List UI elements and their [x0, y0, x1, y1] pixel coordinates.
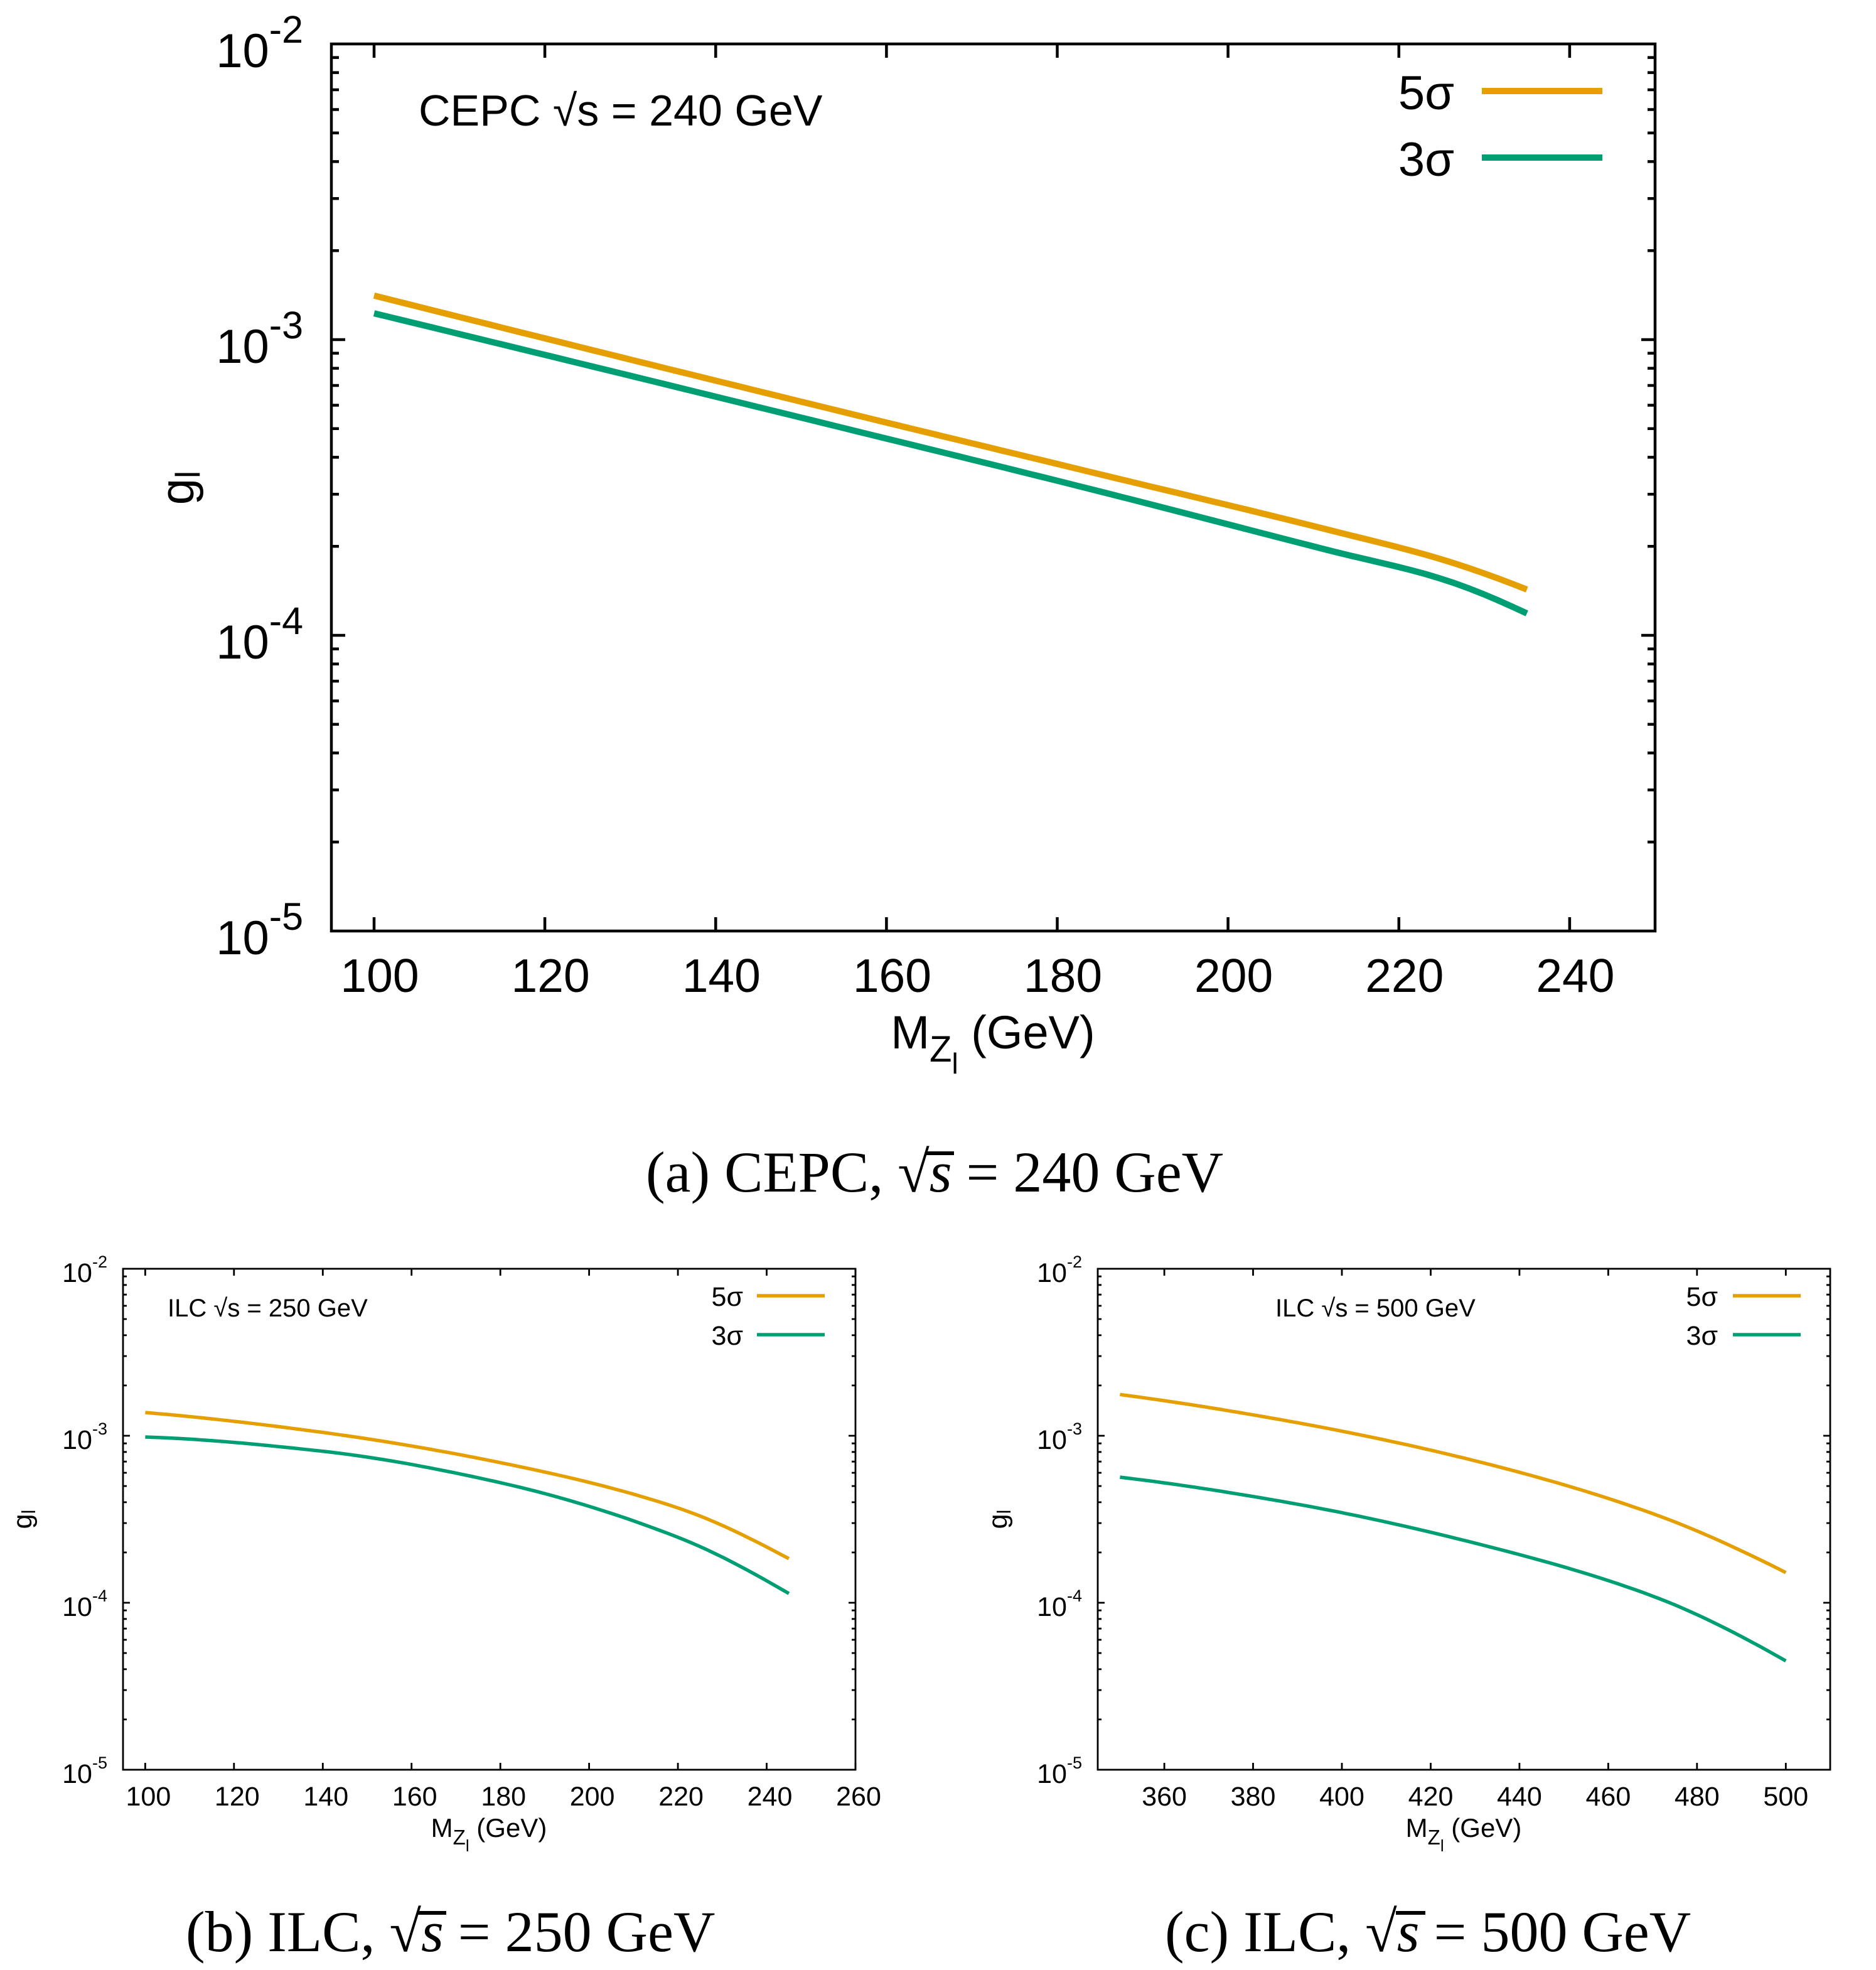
svg-text:160: 160 [853, 949, 931, 1002]
svg-text:180: 180 [481, 1782, 526, 1812]
svg-text:400: 400 [1319, 1782, 1364, 1812]
svg-text:240: 240 [748, 1782, 793, 1812]
svg-text:5σ: 5σ [1398, 67, 1454, 120]
svg-text:ILC √s = 250 GeV: ILC √s = 250 GeV [168, 1294, 368, 1322]
svg-text:120: 120 [215, 1782, 260, 1812]
svg-text:260: 260 [836, 1782, 881, 1812]
svg-text:10-2: 10-2 [1037, 1252, 1082, 1288]
svg-text:140: 140 [682, 949, 761, 1002]
svg-text:160: 160 [392, 1782, 437, 1812]
svg-text:100: 100 [340, 949, 419, 1002]
svg-text:100: 100 [126, 1782, 171, 1812]
svg-text:CEPC √s = 240 GeV: CEPC √s = 240 GeV [419, 86, 823, 135]
svg-text:5σ: 5σ [712, 1282, 743, 1312]
svg-text:360: 360 [1142, 1782, 1187, 1812]
svg-text:180: 180 [1024, 949, 1102, 1002]
svg-text:(a) CEPC, √s = 240 GeV: (a) CEPC, √s = 240 GeV [646, 1140, 1223, 1204]
svg-text:3σ: 3σ [1686, 1321, 1718, 1351]
svg-text:380: 380 [1231, 1782, 1276, 1812]
svg-text:220: 220 [658, 1782, 704, 1812]
svg-text:(c) ILC, √s = 500 GeV: (c) ILC, √s = 500 GeV [1165, 1900, 1691, 1964]
svg-text:220: 220 [1365, 949, 1444, 1002]
svg-text:(b) ILC, √s = 250 GeV: (b) ILC, √s = 250 GeV [186, 1900, 715, 1964]
svg-text:120: 120 [512, 949, 590, 1002]
svg-text:460: 460 [1586, 1782, 1631, 1812]
svg-text:5σ: 5σ [1686, 1282, 1718, 1312]
svg-text:480: 480 [1675, 1782, 1720, 1812]
svg-text:440: 440 [1497, 1782, 1542, 1812]
svg-text:3σ: 3σ [712, 1321, 743, 1351]
svg-text:200: 200 [570, 1782, 615, 1812]
svg-text:140: 140 [303, 1782, 348, 1812]
svg-text:500: 500 [1763, 1782, 1808, 1812]
svg-text:420: 420 [1408, 1782, 1454, 1812]
svg-text:240: 240 [1536, 949, 1614, 1002]
svg-text:3σ: 3σ [1398, 133, 1454, 186]
svg-text:200: 200 [1194, 949, 1273, 1002]
svg-text:10-5: 10-5 [1037, 1753, 1082, 1789]
svg-text:ILC √s = 500 GeV: ILC √s = 500 GeV [1275, 1294, 1476, 1322]
svg-text:10-5: 10-5 [62, 1753, 107, 1789]
